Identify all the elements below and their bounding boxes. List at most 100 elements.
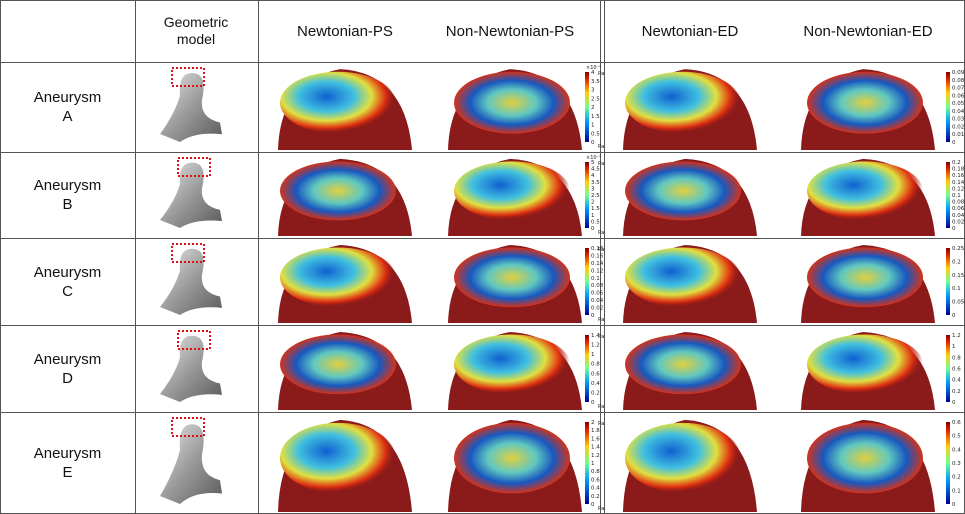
colorbar-unit: Pa	[598, 317, 604, 323]
colorbar-tick-label: 0.6	[591, 477, 600, 483]
colorbar-tick-label: 0.05	[952, 300, 965, 306]
wss-map	[454, 334, 570, 394]
colorbar-tick-label: 0.03	[952, 117, 965, 123]
simulation-image	[440, 154, 590, 236]
colorbar-tick-label: 0	[952, 313, 956, 319]
colorbar: 0.180.160.140.120.10.080.060.040.020PaPa	[584, 240, 606, 323]
simulation-image	[270, 154, 420, 236]
simulation-image	[793, 64, 943, 150]
colorbar-gradient	[946, 422, 950, 504]
colorbar-tick-label: 0.18	[952, 167, 965, 173]
colorbar-tick-label: 0	[591, 400, 595, 406]
colorbar-tick-label: 2	[591, 200, 595, 206]
wss-map	[280, 334, 396, 394]
colorbar-tick-label: 0.09	[952, 70, 965, 76]
colorbar: 0.090.080.070.060.050.040.030.020.010	[945, 64, 965, 150]
colorbar-tick-label: 0.08	[591, 283, 604, 289]
colorbar-unit: Pa	[598, 230, 604, 236]
colorbar-tick-label: 0.5	[591, 131, 600, 137]
colorbar-tick-label: 0.8	[591, 469, 600, 475]
colorbar-tick-label: 1	[591, 213, 595, 219]
geometry-thumbnail	[150, 154, 230, 236]
row-label: Aneurysm B	[0, 152, 135, 238]
colorbar-tick-label: 1.2	[591, 343, 600, 349]
colorbar-tick-label: 0	[952, 226, 956, 232]
colorbar-tick-label: 0.05	[952, 101, 965, 107]
colorbar-tick-label: 0.2	[591, 494, 600, 500]
colorbar-unit: Pa	[598, 144, 604, 150]
wss-map	[280, 423, 396, 494]
colorbar-gradient	[946, 72, 950, 142]
simulation-image	[270, 414, 420, 512]
simulation-image	[793, 240, 943, 323]
simulation-image	[615, 64, 765, 150]
colorbar-tick-label: 2.5	[591, 96, 600, 102]
colorbar-unit: Pa	[598, 334, 604, 340]
simulation-image	[440, 240, 590, 323]
colorbar-tick-label: 0.2	[952, 160, 961, 166]
colorbar-tick-label: 0.06	[952, 206, 965, 212]
colorbar-unit: Pa	[598, 247, 604, 253]
wss-map	[454, 423, 570, 494]
colorbar-tick-label: 0.12	[591, 268, 603, 274]
wss-map	[454, 72, 570, 134]
colorbar-tick-label: 0.4	[952, 447, 961, 453]
colorbar-tick-label: 4.5	[591, 167, 600, 173]
wss-map	[625, 423, 741, 494]
colorbar-tick-label: 0.07	[952, 86, 965, 92]
colorbar-unit: Pa	[598, 71, 604, 77]
colorbar-tick-label: 0.08	[952, 78, 965, 84]
column-header: Newtonian-PS	[265, 0, 425, 62]
colorbar-tick-label: 2	[591, 105, 595, 111]
colorbar-tick-label: 0.04	[952, 109, 965, 115]
vessel	[160, 336, 222, 402]
wss-map	[625, 334, 741, 394]
simulation-image	[793, 154, 943, 236]
colorbar-tick-label: 0.16	[591, 253, 604, 259]
column-header: Geometric model	[116, 0, 276, 62]
geometry-thumbnail	[150, 414, 230, 512]
colorbar-tick-label: 1.2	[591, 453, 600, 459]
colorbar: 1.41.210.80.60.40.20PaPa	[584, 327, 606, 410]
row-rule	[0, 62, 965, 63]
vessel	[160, 73, 222, 142]
colorbar-tick-label: 0.01	[952, 132, 964, 138]
row-rule	[0, 238, 965, 239]
colorbar-tick-label: 0	[591, 226, 595, 232]
colorbar-tick-label: 0.25	[952, 246, 965, 252]
simulation-image	[270, 327, 420, 410]
wss-map	[807, 334, 923, 394]
colorbar-gradient	[585, 162, 589, 228]
row-label: Aneurysm E	[0, 412, 135, 514]
colorbar: 0.250.20.150.10.050	[945, 240, 965, 323]
simulation-image	[440, 414, 590, 512]
simulation-image	[440, 327, 590, 410]
colorbar-tick-label: 2.5	[591, 193, 600, 199]
colorbar-tick-label: 0	[591, 313, 595, 319]
colorbar: 21.81.61.41.210.80.60.40.20PaPa	[584, 414, 606, 512]
colorbar-tick-label: 0.3	[952, 461, 961, 467]
row-label: Aneurysm D	[0, 325, 135, 412]
colorbar-tick-label: 0.02	[952, 219, 964, 225]
colorbar-tick-label: 0	[591, 140, 595, 146]
colorbar-tick-label: 0.1	[952, 488, 961, 494]
simulation-image	[615, 327, 765, 410]
colorbar-tick-label: 0	[952, 502, 956, 508]
colorbar-tick-label: 0.4	[952, 378, 961, 384]
colorbar: 0.20.180.160.140.120.10.080.060.040.020	[945, 154, 965, 236]
vessel	[160, 249, 222, 315]
colorbar-tick-label: 0	[591, 502, 595, 508]
colorbar-tick-label: 0.2	[952, 259, 961, 265]
colorbar-tick-label: 3.5	[591, 79, 600, 85]
wss-map	[280, 72, 396, 134]
geometry-thumbnail	[150, 64, 230, 150]
colorbar-tick-label: 1.2	[952, 333, 961, 339]
column-header: Non-Newtonian-PS	[430, 0, 590, 62]
colorbar-tick-label: 0.12	[952, 186, 964, 192]
colorbar-gradient	[585, 335, 589, 402]
colorbar-tick-label: 1.8	[591, 428, 600, 434]
wss-map	[625, 247, 741, 307]
vessel	[160, 163, 222, 228]
colorbar-tick-label: 1.5	[591, 114, 600, 120]
simulation-image	[615, 414, 765, 512]
